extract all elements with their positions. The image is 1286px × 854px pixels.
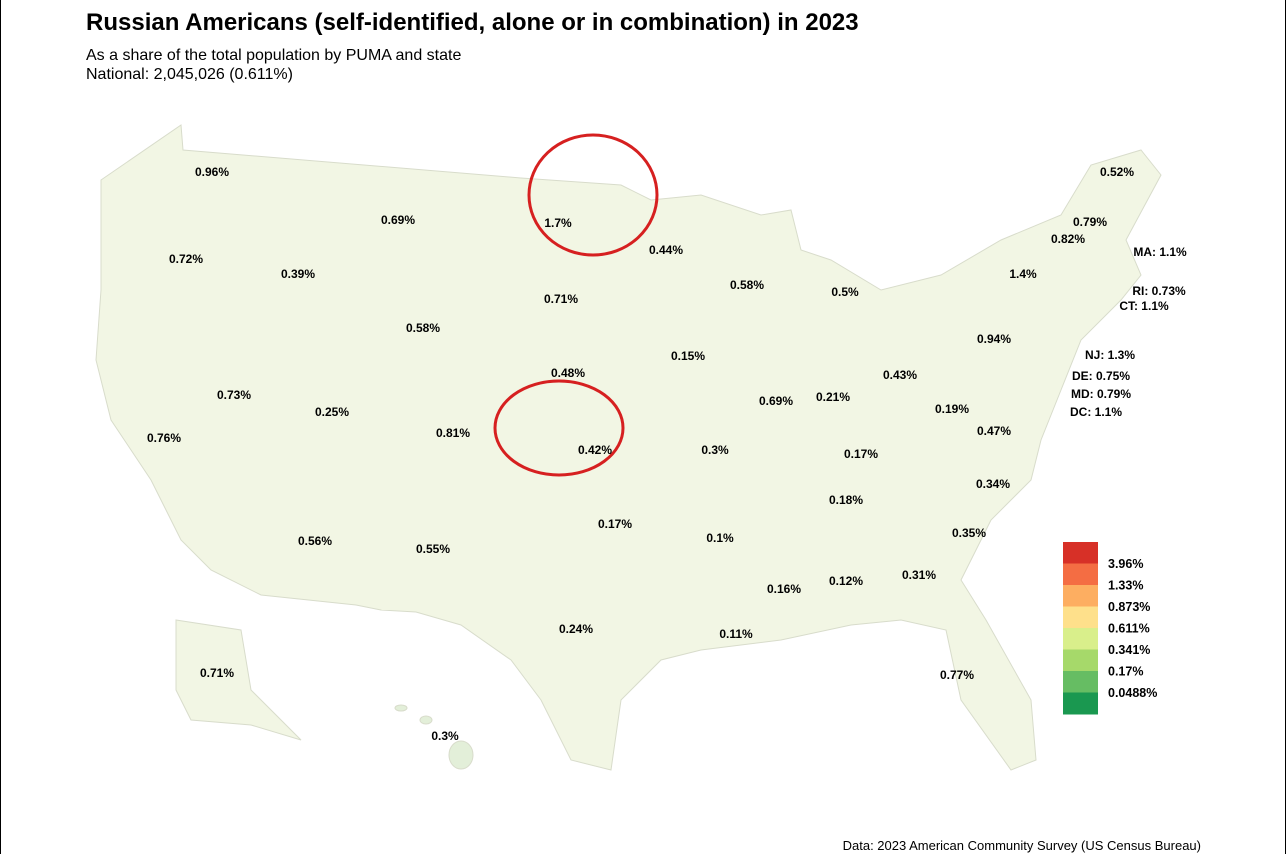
state-label: 0.18% xyxy=(829,493,863,507)
state-label: 0.77% xyxy=(940,668,974,682)
state-label: RI: 0.73% xyxy=(1132,284,1186,298)
state-label: 0.34% xyxy=(976,477,1010,491)
legend-label: 0.17% xyxy=(1108,664,1143,678)
legend-label: 0.873% xyxy=(1108,600,1150,614)
state-label: 0.48% xyxy=(551,366,585,380)
hawaii-outline xyxy=(394,704,474,770)
state-label: 0.96% xyxy=(195,165,229,179)
state-label: 0.71% xyxy=(200,666,234,680)
legend-swatch xyxy=(1063,542,1098,564)
state-label: 0.73% xyxy=(217,388,251,402)
state-label: 0.19% xyxy=(935,402,969,416)
state-label: 0.58% xyxy=(730,278,764,292)
state-label: 0.72% xyxy=(169,252,203,266)
state-label: 0.25% xyxy=(315,405,349,419)
legend-swatch xyxy=(1063,628,1098,650)
state-label: 0.43% xyxy=(883,368,917,382)
legend-label: 0.611% xyxy=(1108,621,1150,635)
state-label: 0.71% xyxy=(544,292,578,306)
highlight-circle xyxy=(493,379,625,477)
state-label: 0.47% xyxy=(977,424,1011,438)
legend-label: 0.0488% xyxy=(1108,686,1157,700)
state-label: 0.11% xyxy=(719,627,753,641)
state-label: 0.56% xyxy=(298,534,332,548)
state-label: 0.35% xyxy=(952,526,986,540)
legend-swatch xyxy=(1063,606,1098,629)
title: Russian Americans (self-identified, alon… xyxy=(86,9,859,36)
island xyxy=(448,740,474,770)
state-label: 0.15% xyxy=(671,349,705,363)
state-label: 0.79% xyxy=(1073,215,1107,229)
state-label: 1.7% xyxy=(544,216,572,230)
legend-label: 3.96% xyxy=(1108,557,1143,571)
legend-label: 0.341% xyxy=(1108,643,1150,657)
state-label: MD: 0.79% xyxy=(1071,387,1131,401)
legend-label: 1.33% xyxy=(1108,578,1143,592)
state-label: 0.17% xyxy=(844,447,878,461)
state-label: 0.3% xyxy=(701,443,729,457)
state-label: DC: 1.1% xyxy=(1070,405,1122,419)
state-label: 0.52% xyxy=(1100,165,1134,179)
state-label: 0.76% xyxy=(147,431,181,445)
source: Data: 2023 American Community Survey (US… xyxy=(843,838,1201,853)
state-label: 0.31% xyxy=(902,568,936,582)
state-label: 0.58% xyxy=(406,321,440,335)
state-label: 0.69% xyxy=(381,213,415,227)
state-label: 0.42% xyxy=(578,443,612,457)
state-label: 0.12% xyxy=(829,574,863,588)
state-label: 0.16% xyxy=(767,582,801,596)
island xyxy=(419,715,433,725)
state-label: DE: 0.75% xyxy=(1072,369,1130,383)
alaska-outline xyxy=(175,619,302,741)
state-label: 0.81% xyxy=(436,426,470,440)
state-label: 1.4% xyxy=(1009,267,1037,281)
state-label: 0.21% xyxy=(816,390,850,404)
highlight-circle xyxy=(527,133,659,257)
state-label: MA: 1.1% xyxy=(1133,245,1187,259)
state-label: 0.5% xyxy=(831,285,859,299)
us-outline xyxy=(95,124,1162,771)
legend-swatch xyxy=(1063,585,1098,607)
state-label: 0.69% xyxy=(759,394,793,408)
state-label: 0.1% xyxy=(706,531,734,545)
state-label: 0.94% xyxy=(977,332,1011,346)
national-total: National: 2,045,026 (0.611%) xyxy=(86,66,293,83)
state-label: 0.24% xyxy=(559,622,593,636)
legend-swatch xyxy=(1063,649,1098,672)
subtitle: As a share of the total population by PU… xyxy=(86,47,461,64)
state-label: 0.44% xyxy=(649,243,683,257)
state-label: 0.17% xyxy=(598,517,632,531)
state-label: NJ: 1.3% xyxy=(1085,348,1135,362)
state-label: CT: 1.1% xyxy=(1119,299,1169,313)
state-label: 0.3% xyxy=(431,729,459,743)
legend-swatch xyxy=(1063,692,1098,715)
legend-swatch xyxy=(1063,563,1098,586)
legend-swatch xyxy=(1063,671,1098,693)
state-label: 0.82% xyxy=(1051,232,1085,246)
state-label: 0.39% xyxy=(281,267,315,281)
state-label: 0.55% xyxy=(416,542,450,556)
island xyxy=(394,704,408,712)
